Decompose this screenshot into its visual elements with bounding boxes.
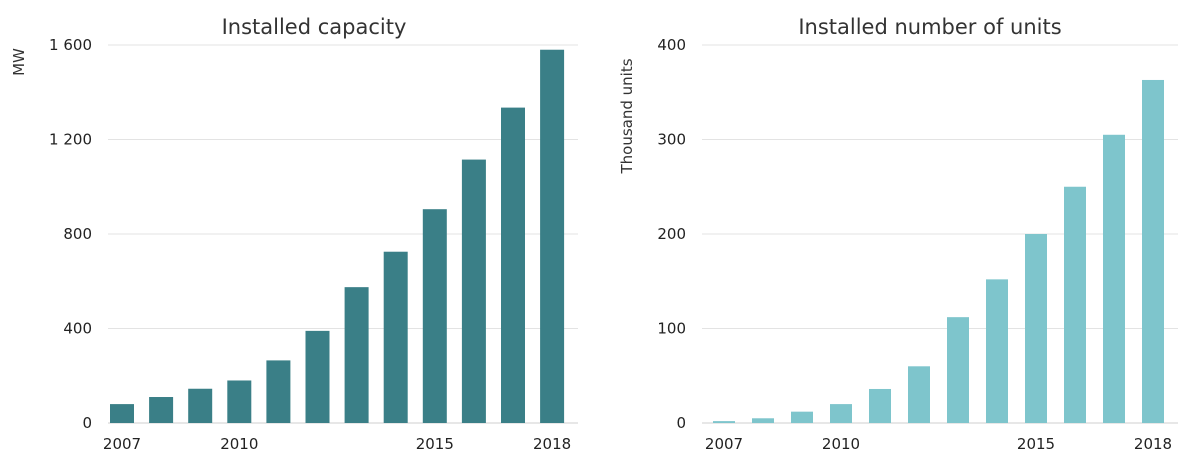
bar-2017	[501, 107, 525, 423]
bar-2016	[461, 159, 486, 424]
x-tick-label: 2007	[705, 435, 743, 453]
bar-2017	[1103, 134, 1125, 423]
bar-2014	[383, 251, 408, 423]
y-tick-label: 200	[657, 225, 686, 243]
x-tick-label: 2010	[220, 435, 258, 453]
y-tick-label: 100	[657, 320, 686, 338]
bar-2015	[422, 209, 447, 423]
bar-2011	[869, 388, 891, 423]
bar-2018	[540, 49, 565, 423]
installed-units-chart: Installed number of units Thousand units 0…	[618, 15, 1178, 453]
bar-2011	[266, 360, 291, 423]
bar-2010	[830, 404, 852, 423]
y-tick-label: 800	[63, 225, 92, 243]
y-axis-label: Thousand units	[618, 58, 636, 174]
bar-2014	[986, 279, 1008, 423]
bar-2010	[227, 380, 252, 423]
y-tick-label: 0	[676, 414, 686, 432]
y-tick-label: 300	[657, 131, 686, 149]
y-tick-label: 400	[63, 320, 92, 338]
chart-title: Installed number of units	[798, 15, 1061, 39]
y-tick-label: 400	[657, 36, 686, 54]
bar-2007	[713, 421, 735, 423]
y-axis-label: MW	[10, 48, 28, 76]
x-tick-label: 2018	[1134, 435, 1172, 453]
y-tick-label: 0	[82, 414, 92, 432]
bar-2009	[791, 411, 813, 423]
installed-capacity-chart: Installed capacity MW 0 400 800 1 200 1 600 200…	[10, 15, 578, 453]
bar-2008	[752, 418, 774, 423]
bar-2008	[149, 397, 174, 423]
bar-2013	[344, 287, 369, 423]
bar-2013	[947, 317, 969, 423]
bar-2009	[188, 388, 213, 423]
bar-2015	[1025, 234, 1047, 423]
bar-2012	[305, 330, 330, 423]
y-tick-label: 1 600	[49, 36, 92, 54]
bar-2018	[1142, 79, 1164, 423]
y-tick-label: 1 200	[49, 131, 92, 149]
bar-2012	[908, 366, 930, 423]
x-tick-label: 2015	[1017, 435, 1055, 453]
x-tick-label: 2007	[103, 435, 141, 453]
x-tick-label: 2010	[822, 435, 860, 453]
bar-2007	[110, 404, 134, 423]
bar-2016	[1064, 186, 1086, 423]
chart-title: Installed capacity	[222, 15, 407, 39]
x-tick-label: 2018	[533, 435, 571, 453]
x-tick-label: 2015	[416, 435, 454, 453]
